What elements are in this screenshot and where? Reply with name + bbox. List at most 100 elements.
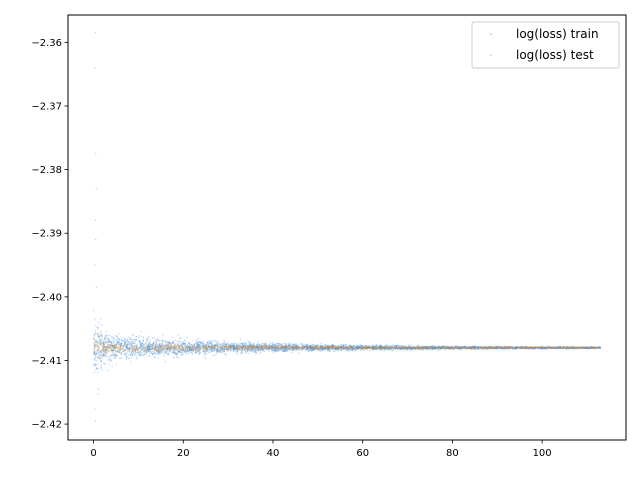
- data-point: [295, 346, 298, 348]
- data-point: [179, 351, 181, 353]
- data-point: [292, 349, 294, 351]
- data-point: [460, 347, 462, 349]
- data-point: [529, 347, 531, 349]
- data-point: [212, 348, 214, 350]
- data-point: [104, 337, 106, 339]
- data-point: [278, 343, 281, 345]
- data-point: [598, 347, 601, 349]
- data-point: [326, 347, 329, 350]
- data-point: [195, 347, 197, 349]
- data-point: [247, 346, 250, 349]
- data-point: [327, 346, 330, 349]
- data-point: [167, 350, 169, 352]
- data-point: [392, 344, 394, 346]
- data-point: [156, 350, 159, 353]
- data-point: [228, 345, 231, 348]
- data-point: [525, 345, 527, 348]
- data-point: [113, 355, 116, 357]
- data-point: [479, 346, 482, 349]
- data-point: [300, 343, 302, 345]
- data-point: [247, 344, 249, 347]
- data-point: [412, 347, 414, 350]
- data-point: [224, 346, 226, 349]
- data-point: [233, 346, 236, 348]
- data-point: [97, 351, 100, 354]
- data-point: [589, 346, 592, 349]
- data-point: [530, 346, 532, 349]
- data-point: [205, 344, 208, 346]
- data-point: [179, 341, 182, 343]
- data-point: [123, 348, 125, 350]
- data-point: [170, 344, 172, 346]
- data-point: [158, 343, 160, 345]
- data-point: [190, 343, 192, 346]
- data-point: [353, 344, 355, 346]
- data-point: [143, 348, 145, 351]
- data-point: [439, 348, 442, 350]
- data-point: [148, 348, 151, 350]
- data-point: [203, 353, 205, 356]
- data-point: [159, 340, 161, 342]
- data-point: [294, 344, 296, 346]
- data-point: [240, 342, 242, 345]
- data-point: [244, 345, 246, 348]
- data-point: [505, 347, 507, 350]
- data-point: [114, 346, 117, 349]
- data-point: [151, 353, 154, 355]
- data-point: [120, 337, 123, 340]
- data-point: [395, 345, 398, 347]
- data-point: [344, 344, 346, 346]
- data-point: [115, 339, 117, 341]
- data-point: [112, 342, 115, 344]
- data-point: [143, 355, 145, 357]
- data-point: [297, 352, 300, 354]
- data-point: [374, 345, 376, 347]
- data-point: [247, 341, 250, 344]
- data-point: [176, 353, 178, 355]
- data-point: [310, 347, 312, 349]
- data-point: [181, 350, 183, 352]
- data-point: [587, 346, 589, 349]
- data-point: [543, 347, 545, 349]
- data-point: [288, 344, 290, 347]
- data-point: [93, 309, 95, 312]
- data-point: [105, 340, 107, 342]
- data-point: [186, 336, 188, 339]
- data-point: [187, 345, 190, 348]
- data-point: [229, 350, 232, 353]
- data-point: [239, 338, 242, 340]
- data-point: [282, 346, 285, 348]
- data-point: [484, 346, 486, 349]
- data-point: [417, 347, 420, 350]
- data-point: [263, 343, 265, 345]
- data-point: [493, 346, 495, 348]
- data-point: [129, 342, 131, 345]
- data-point: [559, 345, 562, 348]
- data-point: [93, 333, 96, 335]
- data-point: [194, 346, 196, 349]
- data-point: [173, 357, 175, 360]
- data-point: [487, 347, 489, 350]
- data-point: [548, 347, 550, 349]
- data-point: [328, 345, 330, 347]
- data-point: [242, 342, 245, 345]
- data-point: [123, 344, 126, 347]
- data-point: [247, 352, 249, 355]
- data-point: [482, 346, 484, 349]
- data-point: [566, 346, 568, 349]
- data-point: [127, 340, 130, 343]
- data-point: [369, 347, 372, 349]
- data-point: [222, 344, 224, 346]
- data-point: [214, 346, 216, 348]
- data-point: [158, 353, 160, 355]
- data-point: [130, 354, 132, 357]
- data-point: [105, 330, 107, 333]
- data-point: [321, 344, 323, 347]
- data-point: [134, 342, 136, 344]
- data-point: [208, 351, 210, 354]
- data-point: [333, 350, 336, 352]
- data-point: [181, 346, 184, 348]
- data-point: [428, 347, 431, 349]
- data-point: [123, 337, 126, 340]
- data-point: [341, 344, 344, 347]
